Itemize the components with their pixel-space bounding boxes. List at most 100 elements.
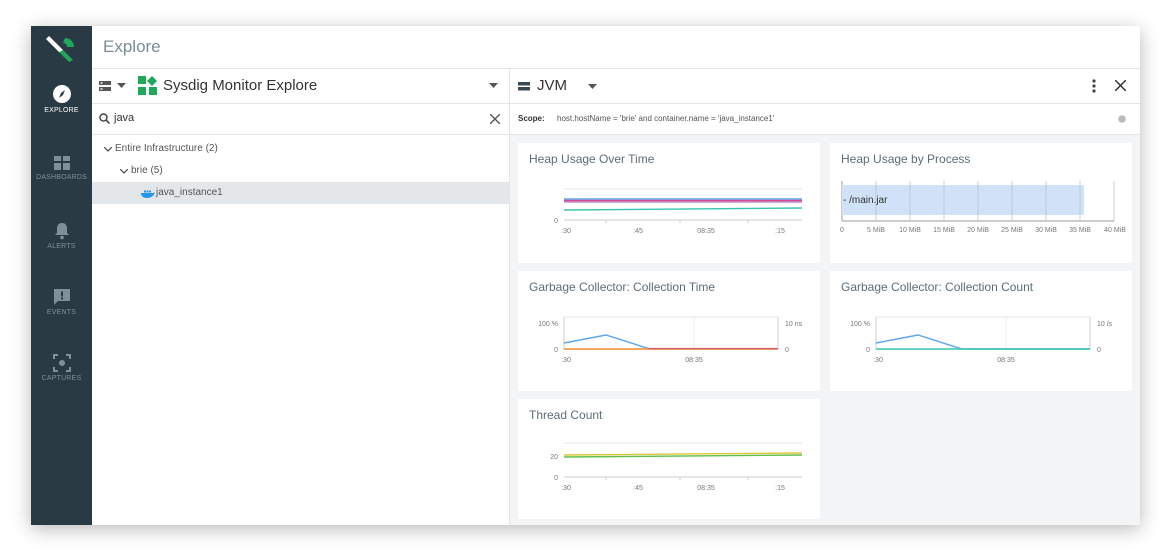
- close-icon[interactable]: [490, 114, 500, 124]
- nav-label-explore: EXPLORE: [44, 107, 79, 114]
- scope-label: Scope:: [518, 114, 545, 123]
- app-window: EXPLORE DASHBOARDS ALERTS EVE: [31, 26, 1140, 525]
- y-tick-label: 0: [866, 347, 870, 354]
- scope-bar: Scope: host.hostName = 'brie' and contai…: [510, 104, 1140, 135]
- chevron-down-icon[interactable]: [588, 84, 597, 90]
- nav-item-captures[interactable]: CAPTURES: [31, 354, 92, 414]
- chevron-down-icon[interactable]: [489, 83, 498, 89]
- gc-time-chart: 100 % 0 10 ns 0 :30 08:35: [538, 316, 803, 364]
- nav-label-alerts: ALERTS: [47, 243, 76, 250]
- x-tick-label: 10 MiB: [899, 227, 921, 234]
- page-title: Explore: [103, 37, 161, 56]
- series-line: [563, 334, 778, 350]
- explore-source-header: Sysdig Monitor Explore: [92, 69, 509, 104]
- x-tick-label: 20 MiB: [967, 227, 989, 234]
- tree-item-host[interactable]: brie (5): [92, 160, 509, 182]
- heap-by-process-chart: - /main.jar 0 5 MiB 10 MiB 15 MiB 20 MiB…: [840, 181, 1126, 234]
- series-line: [875, 334, 1090, 350]
- chevron-down-icon[interactable]: [117, 83, 126, 89]
- series-line: [563, 207, 803, 211]
- chevron-down-icon[interactable]: [120, 169, 128, 174]
- y-tick-label: 0: [554, 475, 558, 482]
- x-tick-label: :15: [775, 228, 785, 235]
- top-bar: Explore: [92, 26, 1140, 69]
- heap-usage-chart: 0 :30 :45 08:35 :15: [554, 188, 803, 235]
- server-icon[interactable]: [99, 81, 111, 91]
- nav-label-captures: CAPTURES: [41, 375, 82, 382]
- x-tick-label: 08:35: [697, 228, 715, 235]
- thread-count-chart: 20 0 :30 :45 08:35 :15: [550, 442, 803, 492]
- x-tick-label: :30: [561, 357, 571, 364]
- chevron-down-icon[interactable]: [104, 147, 112, 152]
- panel-gc-collection-count[interactable]: Garbage Collector: Collection Count 100 …: [830, 271, 1132, 391]
- docker-whale-icon: [141, 190, 155, 198]
- panel-gc-collection-time[interactable]: Garbage Collector: Collection Time 100 %…: [518, 271, 820, 391]
- nav-label-events: EVENTS: [46, 309, 77, 316]
- compass-icon: [52, 85, 71, 103]
- dashboard-pane: JVM Scope: host.hostName = 'brie' and co…: [510, 69, 1140, 525]
- x-tick-label: 40 MiB: [1104, 227, 1126, 234]
- x-tick-label: :30: [561, 228, 571, 235]
- nav-label-dashboards: DASHBOARDS: [35, 174, 87, 181]
- close-icon[interactable]: [1115, 80, 1126, 91]
- panel-heap-usage-over-time[interactable]: Heap Usage Over Time 0 :30 :45 08:35 :15: [518, 143, 820, 263]
- info-dot-icon[interactable]: [1118, 115, 1126, 123]
- x-tick-label: 30 MiB: [1035, 227, 1057, 234]
- nav-item-explore[interactable]: EXPLORE: [31, 84, 92, 144]
- more-vertical-icon[interactable]: [1092, 79, 1096, 93]
- panel-title: Garbage Collector: Collection Count: [841, 280, 1034, 294]
- x-tick-label: 0: [840, 227, 844, 234]
- explore-tree-pane: Sysdig Monitor Explore java Entire Infra…: [92, 69, 510, 525]
- x-tick-label: 08:35: [685, 357, 703, 364]
- gc-count-chart: 100 % 0 10 /s 0 :30 08:35: [850, 316, 1113, 364]
- y-tick-label: 0: [554, 347, 558, 354]
- nav-item-alerts[interactable]: ALERTS: [31, 222, 92, 282]
- process-bar[interactable]: [842, 185, 1084, 215]
- y2-tick-label: 0: [785, 347, 789, 354]
- y2-tick-label: 0: [1097, 347, 1101, 354]
- x-tick-label: :45: [633, 228, 643, 235]
- x-tick-label: 08:35: [997, 357, 1015, 364]
- panel-heap-usage-by-process[interactable]: Heap Usage by Process - /main.jar 0 5 Mi…: [830, 143, 1132, 263]
- view-header: JVM: [510, 69, 1140, 104]
- bar-label: - /main.jar: [843, 195, 888, 206]
- panel-title: Heap Usage by Process: [841, 152, 971, 166]
- tree-item-container-selected[interactable]: java_instance1: [92, 182, 509, 204]
- panel-title: Thread Count: [529, 408, 603, 422]
- x-tick-label: 35 MiB: [1069, 227, 1091, 234]
- nav-item-dashboards[interactable]: DASHBOARDS: [31, 155, 92, 215]
- y-tick-label: 100 %: [538, 321, 558, 328]
- event-message-icon: [53, 289, 70, 305]
- panel-title: Garbage Collector: Collection Time: [529, 280, 716, 294]
- y-tick-label: 20: [550, 454, 558, 461]
- sysdig-logo[interactable]: [43, 32, 79, 64]
- panel-thread-count[interactable]: Thread Count 20 0 :30 :45 08:35 :15: [518, 399, 820, 519]
- x-tick-label: 5 MiB: [867, 227, 885, 234]
- x-tick-label: :45: [633, 485, 643, 492]
- x-tick-label: :30: [561, 485, 571, 492]
- tree-item-entire-infrastructure[interactable]: Entire Infrastructure (2): [92, 138, 509, 160]
- panel-title: Heap Usage Over Time: [529, 152, 655, 166]
- capture-icon: [52, 354, 71, 372]
- view-list-icon: [518, 82, 530, 91]
- x-tick-label: 25 MiB: [1001, 227, 1023, 234]
- y-tick-label: 100 %: [850, 321, 870, 328]
- view-name[interactable]: JVM: [537, 77, 567, 94]
- y2-tick-label: 10 ns: [785, 321, 803, 328]
- scope-value[interactable]: host.hostName = 'brie' and container.nam…: [557, 114, 775, 123]
- series-line: [563, 452, 803, 456]
- nav-item-events[interactable]: EVENTS: [31, 288, 92, 348]
- sysdig-monitor-icon: [138, 76, 157, 95]
- search-bar: java: [92, 104, 509, 135]
- explore-source-name[interactable]: Sysdig Monitor Explore: [163, 77, 318, 94]
- bell-icon: [54, 223, 69, 240]
- x-tick-label: 15 MiB: [933, 227, 955, 234]
- series-line: [563, 454, 803, 458]
- x-tick-label: 08:35: [697, 485, 715, 492]
- tree-item-label: java_instance1: [156, 187, 223, 198]
- x-tick-label: :15: [775, 485, 785, 492]
- left-nav: EXPLORE DASHBOARDS ALERTS EVE: [31, 26, 92, 525]
- search-icon: [99, 113, 110, 124]
- search-input[interactable]: java: [114, 112, 135, 124]
- dashboard-icon: [53, 156, 70, 170]
